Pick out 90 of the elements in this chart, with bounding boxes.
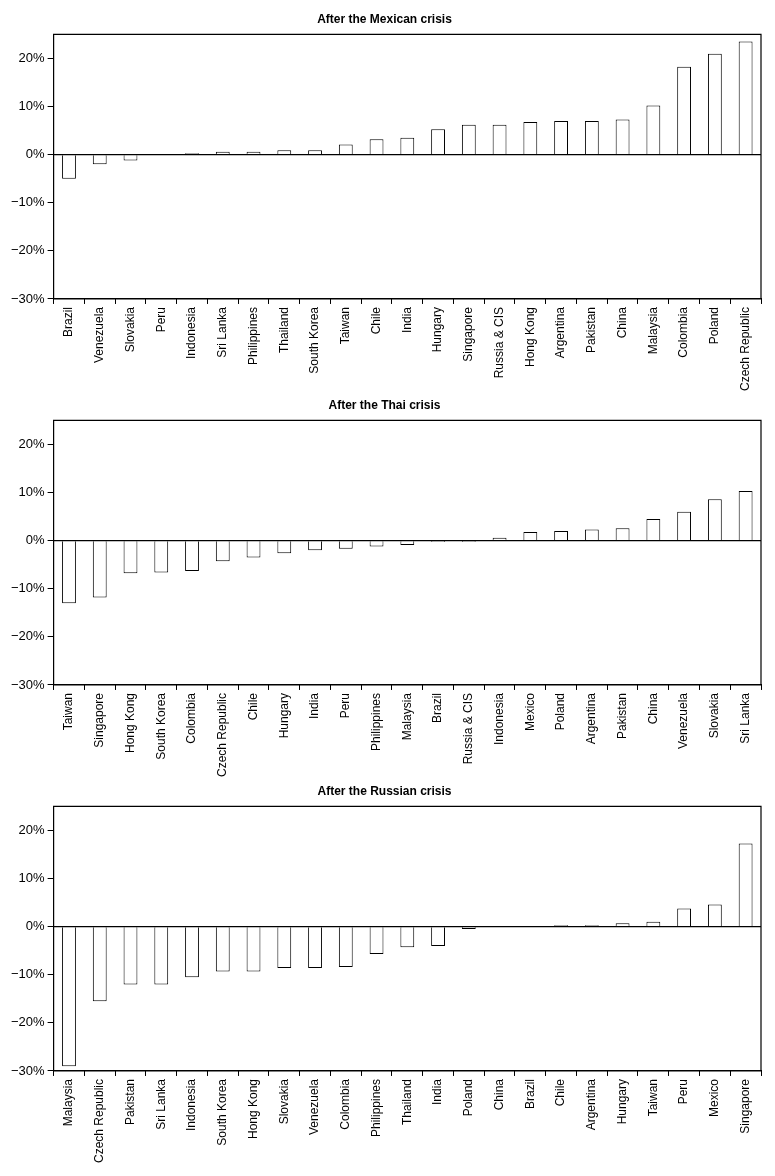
x-tick-label: Malaysia	[61, 1078, 76, 1127]
y-tick-label: 20%	[18, 50, 46, 66]
x-tick-label: Czech Republic	[92, 1078, 107, 1164]
x-tick-label: China	[645, 692, 660, 725]
y-tick-label: −20%	[10, 628, 46, 644]
chart-title: After the Thai crisis	[328, 397, 441, 412]
x-tick-label: Malaysia	[645, 306, 660, 355]
x-tick-label: Hungary	[430, 306, 445, 353]
x-tick-label: Czech Republic	[215, 692, 230, 778]
x-tick-label: Mexico	[522, 692, 537, 731]
x-tick-label: Argentina	[584, 692, 599, 745]
x-tick-label: Chile	[245, 692, 260, 721]
y-tick-label: 20%	[18, 822, 46, 838]
x-tick-label: China	[491, 1078, 506, 1111]
y-tick-label: 10%	[18, 484, 46, 500]
y-tick-label: −10%	[10, 966, 46, 982]
x-tick-label: Argentina	[584, 1078, 599, 1131]
x-tick-label: Colombia	[338, 1078, 353, 1130]
x-tick-label: Singapore	[92, 692, 107, 748]
x-tick-label: Hong Kong	[122, 692, 137, 754]
x-tick-label: Philippines	[368, 692, 383, 752]
y-tick-label: −20%	[10, 1014, 46, 1030]
y-tick-label: −20%	[10, 242, 46, 258]
x-tick-label: Peru	[153, 306, 168, 333]
chart-title: After the Mexican crisis	[317, 11, 453, 26]
x-tick-label: Slovakia	[707, 692, 722, 739]
x-tick-label: Brazil	[522, 1078, 537, 1109]
x-tick-label: Russia & CIS	[491, 306, 506, 379]
x-tick-label: Singapore	[461, 306, 476, 362]
x-tick-label: Chile	[368, 306, 383, 335]
x-tick-label: Sri Lanka	[215, 306, 230, 358]
x-tick-label: Colombia	[184, 692, 199, 744]
x-tick-label: India	[307, 692, 322, 719]
x-tick-label: Brazil	[61, 306, 76, 337]
x-tick-label: Pakistan	[122, 1078, 137, 1125]
x-tick-label: Chile	[553, 1078, 568, 1107]
y-tick-label: 0%	[25, 532, 46, 548]
x-tick-label: Pakistan	[614, 692, 629, 739]
x-tick-label: Taiwan	[338, 306, 353, 345]
x-tick-label: Hong Kong	[522, 306, 537, 368]
x-tick-label: Singapore	[737, 1078, 752, 1134]
x-tick-label: Poland	[461, 1078, 476, 1117]
x-tick-label: Indonesia	[491, 692, 506, 746]
x-tick-label: Thailand	[399, 1078, 414, 1125]
x-tick-label: Mexico	[707, 1078, 722, 1117]
chart-title: After the Russian crisis	[317, 783, 452, 798]
x-tick-label: Slovakia	[276, 1078, 291, 1125]
x-tick-label: Argentina	[553, 306, 568, 359]
y-tick-label: −30%	[10, 1062, 46, 1078]
x-tick-label: China	[614, 306, 629, 339]
x-tick-label: Czech Republic	[737, 306, 752, 392]
x-tick-label: Hungary	[614, 1078, 629, 1125]
x-tick-label: South Korea	[215, 1078, 230, 1146]
y-tick-label: −10%	[10, 194, 46, 210]
y-tick-label: −10%	[10, 580, 46, 596]
x-tick-label: India	[399, 306, 414, 333]
x-tick-label: India	[430, 1078, 445, 1105]
x-tick-label: Hong Kong	[245, 1078, 260, 1140]
x-tick-label: Slovakia	[122, 306, 137, 353]
x-tick-label: Peru	[338, 692, 353, 719]
x-tick-label: Indonesia	[184, 1078, 199, 1132]
y-tick-label: 10%	[18, 870, 46, 886]
x-tick-label: Peru	[676, 1078, 691, 1105]
x-tick-label: Brazil	[430, 692, 445, 723]
x-tick-label: Taiwan	[61, 692, 76, 731]
x-tick-label: Venezuela	[92, 306, 107, 364]
y-tick-label: 0%	[25, 146, 46, 162]
y-tick-label: −30%	[10, 676, 46, 692]
x-tick-label: Venezuela	[676, 692, 691, 750]
x-tick-label: Poland	[553, 692, 568, 731]
x-tick-label: Venezuela	[307, 1078, 322, 1136]
x-tick-label: Sri Lanka	[737, 692, 752, 744]
x-tick-label: Sri Lanka	[153, 1078, 168, 1130]
x-tick-label: Philippines	[245, 306, 260, 366]
x-tick-label: Indonesia	[184, 306, 199, 360]
y-tick-label: 10%	[18, 98, 46, 114]
x-tick-label: Poland	[707, 306, 722, 345]
x-tick-label: Malaysia	[399, 692, 414, 741]
x-tick-label: Thailand	[276, 306, 291, 353]
x-tick-label: Russia & CIS	[461, 692, 476, 765]
y-tick-label: 20%	[18, 436, 46, 452]
x-tick-label: Colombia	[676, 306, 691, 358]
x-tick-label: Taiwan	[645, 1078, 660, 1117]
y-tick-label: 0%	[25, 918, 46, 934]
x-tick-label: South Korea	[153, 692, 168, 760]
x-tick-label: South Korea	[307, 306, 322, 374]
y-tick-label: −30%	[10, 290, 46, 306]
x-tick-label: Philippines	[368, 1078, 383, 1138]
x-tick-label: Pakistan	[584, 306, 599, 353]
x-tick-label: Hungary	[276, 692, 291, 739]
